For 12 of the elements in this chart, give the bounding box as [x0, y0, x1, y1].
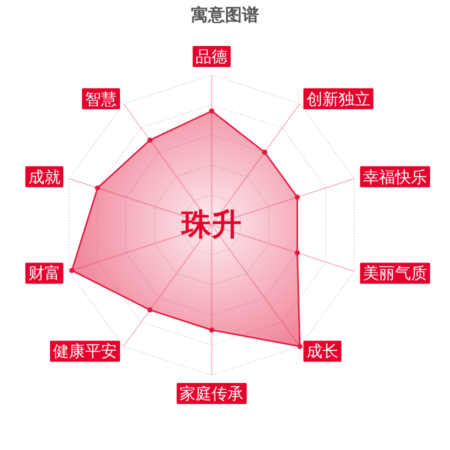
spoke-label: 健康平安: [53, 342, 118, 361]
spoke-label: 成长: [306, 342, 338, 361]
spoke-label: 品德: [196, 49, 228, 66]
spoke-label: 成就: [28, 168, 60, 186]
spoke-label: 智慧: [85, 90, 118, 108]
chart-title: 寓意图谱: [191, 6, 259, 24]
spoke-label: 幸福快乐: [363, 168, 428, 186]
spoke-label: 家庭传承: [180, 385, 244, 403]
spoke-label: 美丽气质: [363, 264, 428, 283]
spoke-label: 财富: [28, 264, 60, 283]
text: 珠升: [180, 208, 242, 242]
spoke-label: 创新独立: [306, 90, 370, 108]
